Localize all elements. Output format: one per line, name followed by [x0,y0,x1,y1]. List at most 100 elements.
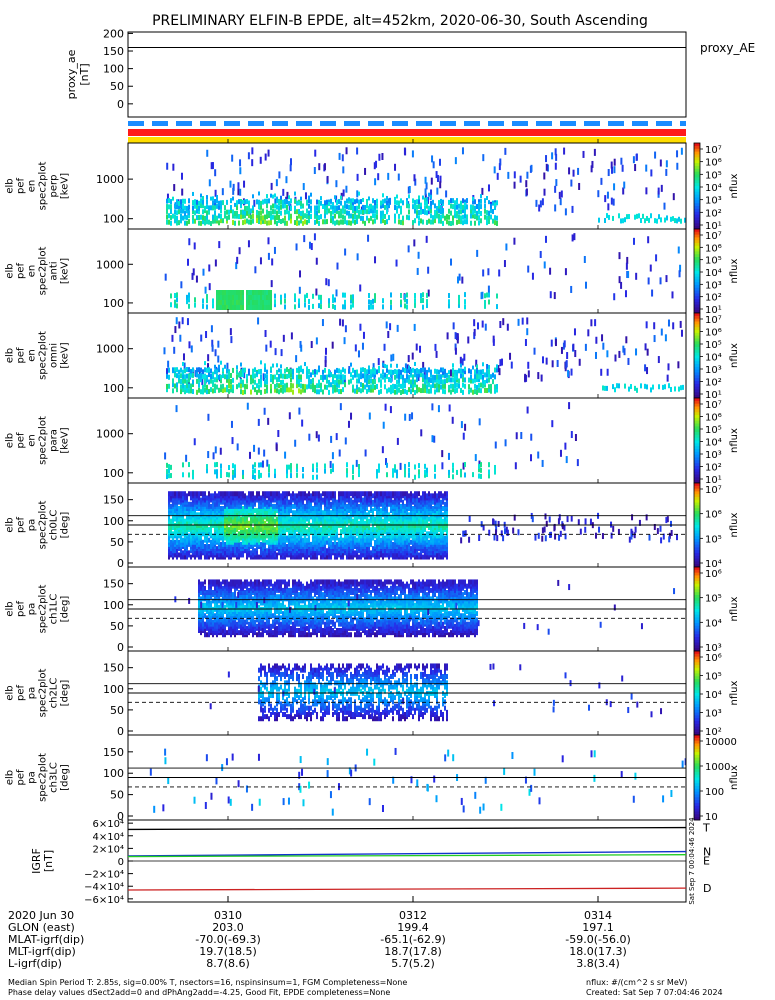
heatmap-pixel [202,491,204,497]
heatmap-pixel [374,384,376,390]
heatmap-pixel [301,419,304,427]
heatmap-pixel [184,554,186,560]
heatmap-pixel [248,451,251,459]
heatmap-pixel [239,159,242,167]
heatmap-pixel [526,317,529,325]
heatmap-pixel [476,377,478,383]
heatmap-pixel [290,387,292,393]
heatmap-pixel [454,332,457,340]
heatmap-pixel [484,208,486,214]
heatmap-pixel [370,299,372,305]
heatmap-pixel [206,210,208,216]
heatmap-pixel [454,213,456,219]
heatmap-pixel [679,320,682,328]
heatmap-pixel [375,160,378,168]
heatmap-pixel [286,464,288,470]
heatmap-pixel [448,214,450,220]
heatmap-pixel [270,554,272,560]
heatmap-pixel [336,219,338,225]
heatmap-pixel [214,531,216,537]
heatmap-pixel [665,275,668,283]
heatmap-pixel [330,372,332,378]
heatmap-pixel [338,382,340,388]
heatmap-pixel [254,367,256,373]
heatmap-pixel [202,501,204,507]
heatmap-pixel [644,343,647,351]
heatmap-pixel [180,384,182,390]
heatmap-pixel [308,527,310,533]
heatmap-pixel [438,382,440,388]
heatmap-pixel [404,378,406,384]
heatmap-pixel [298,213,300,219]
heatmap-pixel [330,213,332,219]
heatmap-pixel [190,512,192,518]
heatmap-pixel [387,331,390,339]
heatmap-pixel [478,418,481,426]
heatmap-pixel [486,292,488,298]
heatmap-pixel [182,373,184,379]
heatmap-pixel [356,173,359,181]
heatmap-pixel [254,300,256,305]
heatmap-pixel [434,467,436,473]
heatmap-pixel [662,384,664,390]
heatmap-pixel [312,303,314,309]
heatmap-pixel [334,220,336,226]
heatmap-pixel [380,210,382,216]
heatmap-pixel [212,452,215,460]
heatmap-pixel [266,198,268,204]
heatmap-pixel [503,260,506,268]
heatmap-pixel [444,368,446,374]
heatmap-pixel [180,503,182,509]
heatmap-pixel [582,150,585,158]
heatmap-pixel [226,374,228,380]
heatmap-pixel [264,290,266,295]
heatmap-pixel [440,209,442,215]
heatmap-pixel [222,218,224,224]
heatmap-pixel [222,305,224,310]
heatmap-pixel [266,290,268,295]
heatmap-pixel [298,220,300,226]
heatmap-pixel [527,370,530,378]
heatmap-pixel [201,378,204,386]
heatmap-pixel [426,378,428,384]
heatmap-pixel [306,384,308,390]
colorbar-tick-label: 10² [705,463,722,474]
heatmap-pixel [607,169,610,177]
heatmap-pixel [364,208,366,214]
heatmap-pixel [322,389,324,395]
heatmap-pixel [230,518,232,524]
heatmap-pixel [220,541,222,547]
heatmap-pixel [674,218,676,224]
heatmap-pixel [218,300,220,305]
heatmap-pixel [460,373,462,379]
heatmap-pixel [322,219,324,225]
heatmap-pixel [302,537,304,543]
heatmap-pixel [174,203,176,209]
heatmap-pixel [384,219,386,225]
heatmap-pixel [193,242,196,250]
heatmap-pixel [186,379,188,385]
heatmap-pixel [338,388,340,394]
heatmap-pixel [316,462,318,468]
colorbar-swatch [694,420,700,424]
heatmap-pixel [390,292,392,298]
heatmap-pixel [276,215,278,221]
heatmap-pixel [374,204,376,210]
heatmap-pixel [454,343,457,351]
heatmap-pixel [376,209,378,215]
band-blue-dash [224,121,240,126]
heatmap-pixel [412,387,414,393]
heatmap-pixel [478,473,480,479]
heatmap-pixel [250,506,252,511]
heatmap-pixel [268,198,270,204]
heatmap-pixel [618,350,621,358]
heatmap-pixel [406,214,408,220]
heatmap-pixel [334,369,336,375]
heatmap-pixel [226,300,228,305]
heatmap-pixel [278,377,280,383]
colorbar-swatch [694,160,700,164]
heatmap-pixel [378,153,381,161]
heatmap-pixel [268,554,270,560]
heatmap-pixel [434,464,436,470]
colorbar-swatch [694,211,700,216]
